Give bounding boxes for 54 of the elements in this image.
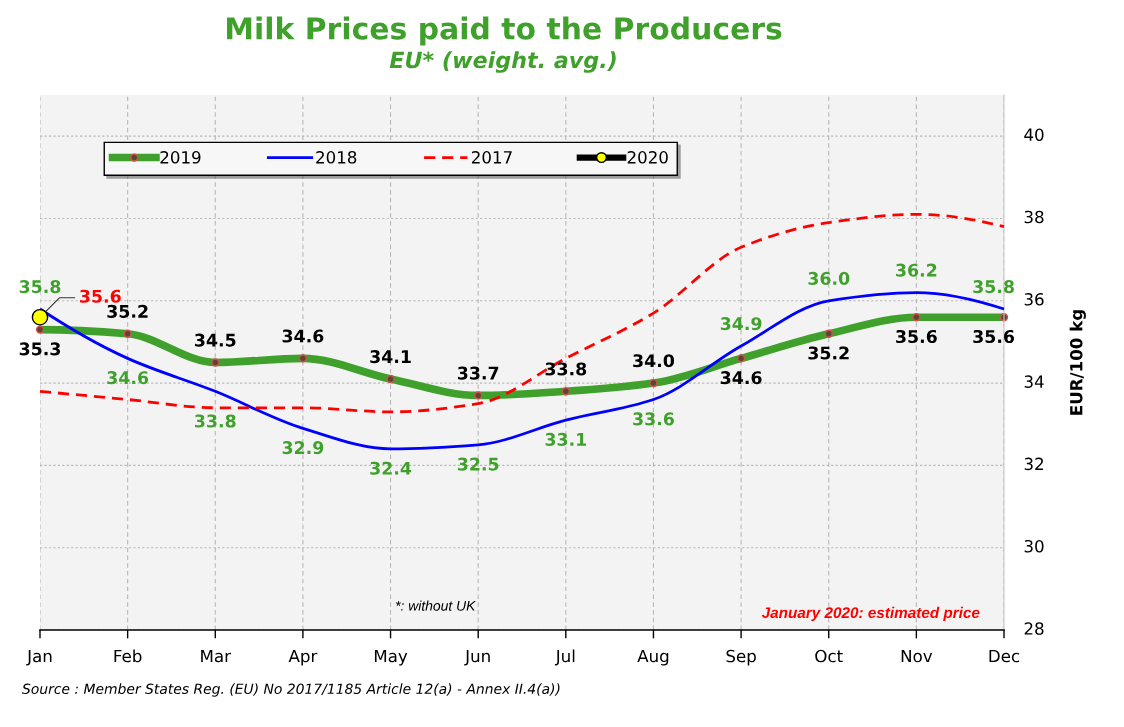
- y-tick-label: 30: [1024, 539, 1044, 553]
- data-label: 33.1: [545, 432, 587, 446]
- data-label: 33.8: [545, 362, 587, 376]
- x-tick-label: Mar: [201, 649, 231, 663]
- source-note: Source : Member States Reg. (EU) No 2017/1185 Article 12(a) - Annex II.4(a)): [22, 683, 560, 697]
- data-label: 34.6: [282, 329, 324, 343]
- chart-title: Milk Prices paid to the Producers: [227, 16, 782, 46]
- legend-label: 2017: [471, 151, 512, 164]
- data-label: 35.3: [19, 342, 61, 356]
- data-label: 35.6: [896, 329, 937, 344]
- data-label: 34.0: [633, 354, 675, 368]
- annotation: January 2020: estimated price: [761, 606, 980, 622]
- chart-subtitle: EU* (weight. avg.): [389, 51, 616, 73]
- y-tick-label: 28: [1024, 622, 1044, 635]
- x-tick-label: Aug: [637, 649, 669, 666]
- data-label: 35.8: [973, 280, 1014, 294]
- data-label: 34.1: [370, 350, 411, 364]
- data-label: 36.2: [896, 263, 937, 277]
- x-tick-label: Jun: [464, 649, 490, 666]
- data-label: 35.8: [19, 280, 61, 294]
- y-tick-label: 38: [1024, 210, 1044, 224]
- x-tick-label: Dec: [989, 649, 1020, 663]
- x-tick-label: May: [374, 649, 408, 666]
- x-tick-label: Jul: [554, 649, 575, 666]
- data-label: 32.4: [370, 461, 412, 475]
- y-tick-label: 40: [1024, 128, 1044, 141]
- legend-label: 2019: [160, 151, 201, 164]
- x-tick-label: Sep: [726, 649, 756, 666]
- data-label: 33.6: [633, 412, 674, 426]
- data-label: 35.2: [107, 304, 148, 318]
- data-label: 33.7: [457, 366, 499, 380]
- data-label: 36.0: [808, 271, 850, 285]
- data-label: 32.5: [457, 457, 499, 471]
- y-tick-label: 32: [1024, 457, 1043, 471]
- y-axis-title: EUR/100 kg: [1069, 310, 1086, 415]
- x-tick-label: Apr: [288, 649, 318, 666]
- y-tick-label: 34: [1024, 375, 1044, 388]
- annotation: *: without UK: [395, 600, 476, 611]
- legend-label: 2018: [316, 151, 357, 164]
- x-tick-label: Feb: [114, 649, 142, 663]
- data-label: 34.6: [107, 371, 149, 385]
- legend-label: 2020: [627, 151, 668, 164]
- x-tick-label: Oct: [815, 649, 843, 663]
- data-label: 34.5: [195, 333, 236, 347]
- data-label: 34.6: [720, 371, 762, 385]
- data-label: 33.8: [195, 414, 236, 428]
- x-tick-label: Nov: [901, 649, 933, 663]
- y-tick-label: 36: [1024, 293, 1044, 306]
- data-label: 34.9: [720, 317, 762, 331]
- data-label: 35.6: [80, 289, 121, 303]
- x-tick-label: Jan: [26, 649, 52, 666]
- data-label: 35.6: [973, 329, 1015, 344]
- data-label: 32.9: [282, 441, 324, 455]
- data-label: 35.2: [808, 346, 849, 360]
